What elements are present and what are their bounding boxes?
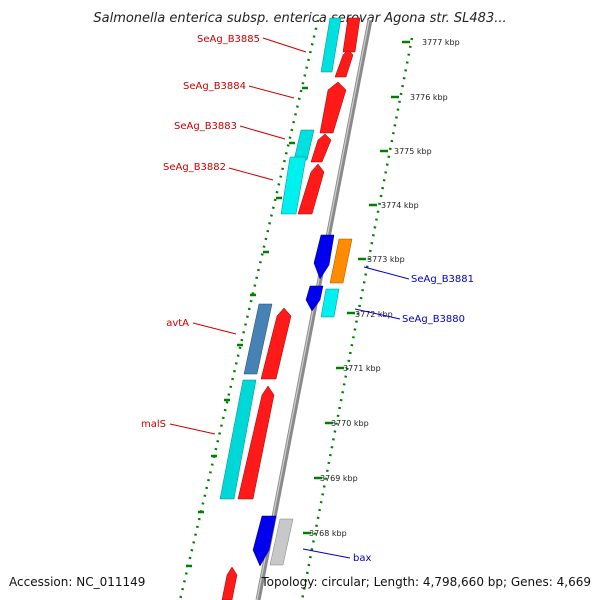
accession-text: Accession: NC_011149 [9,575,145,589]
tick-label-3775: 3775 kbp [394,147,432,156]
map-title: Salmonella enterica subsp. enterica sero… [93,11,506,26]
leader-seag-b3885 [262,37,307,53]
gene-avta-steel [243,303,273,375]
tick-label-3773: 3773 kbp [367,255,405,264]
leader-seag-b3883 [239,125,286,140]
inner-ring-major-ticks [186,86,308,568]
label-seag-b3883: SeAg_B3883 [174,121,237,132]
gene-seag-b3880-cyan [320,288,340,318]
gene-bax-blue [252,515,277,567]
gene-seag-b3882-red [297,163,325,215]
gene-seag-b3881-blue [313,234,335,280]
gene-mals-red [237,385,275,500]
genome-summary-text: Topology: circular; Length: 4,798,660 bp… [260,575,591,589]
genome-backbone [255,19,373,600]
gene-bax-grey [269,518,294,566]
gene-seag-b3880-blue [305,285,324,312]
leader-bax [302,548,351,559]
tick-label-3768: 3768 kbp [309,529,347,538]
label-mals: malS [141,419,166,430]
inner-ruler-ring [178,19,320,600]
leader-seag-b3880 [354,308,401,320]
leader-mals [169,423,216,435]
tick-label-3772: 3772 kbp [355,310,393,319]
label-bax: bax [353,553,371,564]
gene-seag-b3882-cyan [280,156,307,215]
gene-seag-b3884-red [319,81,347,134]
label-seag-b3884: SeAg_B3884 [183,81,246,92]
leader-seag-b3881 [363,266,410,280]
gene-mals-cyan [219,379,257,500]
gene-seag-b3883-cyan [293,129,315,161]
label-seag-b3881: SeAg_B3881 [411,274,474,285]
leader-seag-b3884 [248,85,295,99]
outer-ring-major-ticks [303,40,410,535]
label-avta: avtA [166,318,189,329]
gene-avta-red [260,307,292,380]
outer-ruler-ring [300,37,414,600]
leader-avta [192,322,237,335]
gene-bottom-red [221,566,238,600]
tick-label-3776: 3776 kbp [410,93,448,102]
label-seag-b3880: SeAg_B3880 [402,314,465,325]
leader-seag-b3882 [228,167,274,181]
gene-seag-b3881-orange [329,238,353,284]
tick-label-3777: 3777 kbp [422,38,460,47]
tick-label-3770: 3770 kbp [331,419,369,428]
tick-label-3771: 3771 kbp [343,364,381,373]
gene-seag-b3883-red [310,133,332,163]
gene-seag-b3885-red [334,49,354,78]
tick-label-3769: 3769 kbp [320,474,358,483]
gene-seag-b3885-top-red [342,17,361,53]
label-seag-b3882: SeAg_B3882 [163,162,226,173]
label-seag-b3885: SeAg_B3885 [197,34,260,45]
gene-seag-b3885-cyan [320,17,342,73]
tick-label-3774: 3774 kbp [381,201,419,210]
